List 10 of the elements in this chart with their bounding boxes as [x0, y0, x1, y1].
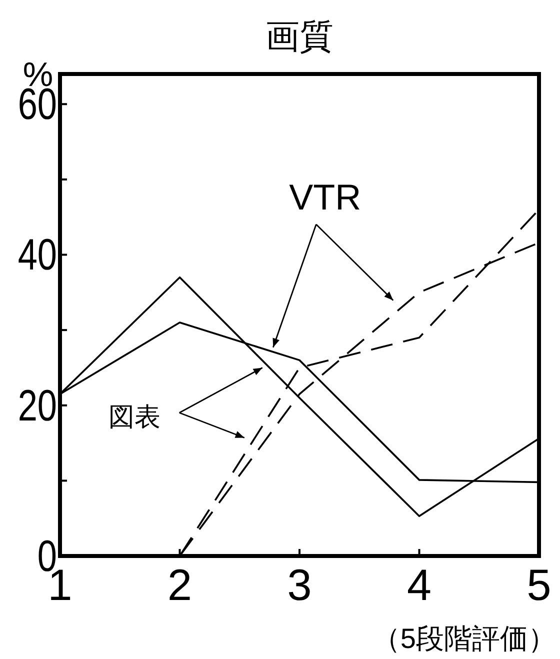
- y-tick-label: 20: [18, 382, 57, 430]
- annotation: VTR: [289, 176, 362, 218]
- x-axis-title: （5段階評価）: [372, 623, 556, 654]
- x-tick-label: 4: [407, 561, 432, 610]
- chart-title: 画質: [266, 18, 334, 56]
- x-tick-label: 3: [287, 561, 312, 610]
- annotation: 図表: [108, 402, 160, 432]
- x-tick-label: 2: [168, 561, 192, 610]
- y-tick-label: 40: [18, 231, 57, 280]
- x-tick-label: 5: [526, 561, 552, 610]
